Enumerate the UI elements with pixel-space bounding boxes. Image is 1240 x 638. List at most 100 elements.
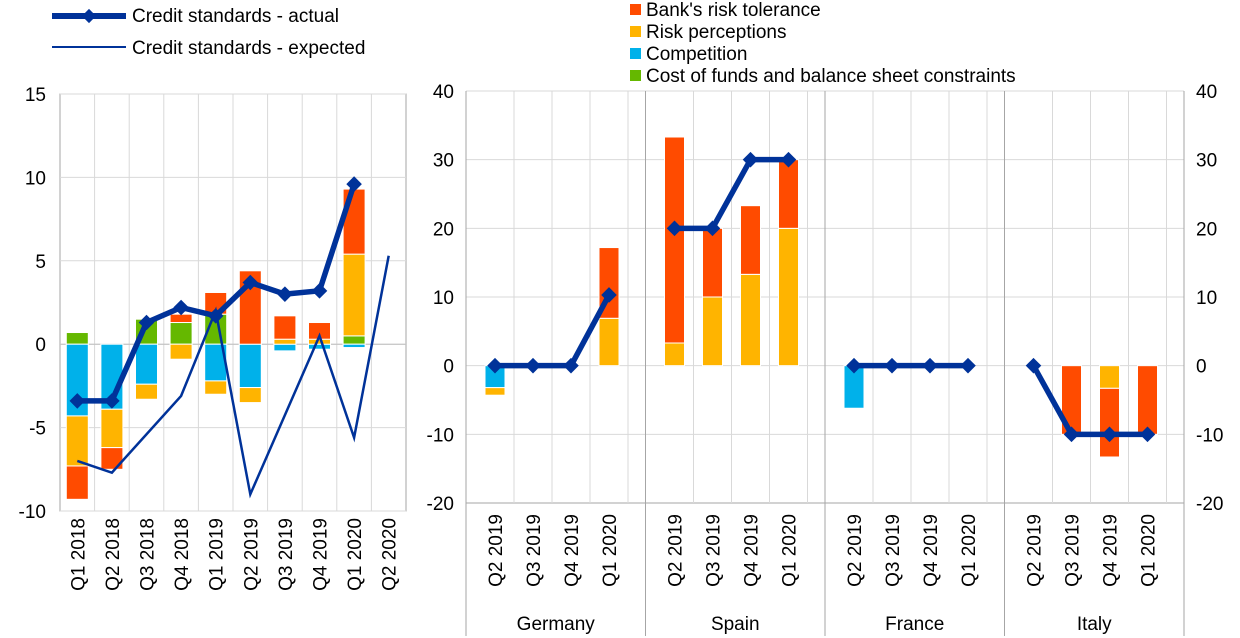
right-x-tick-label: Q3 2019 (1063, 514, 1084, 587)
legend-competition-swatch (630, 48, 641, 59)
left-x-tick-label: Q3 2018 (138, 518, 159, 591)
legend-cost-of-funds-swatch (630, 70, 641, 81)
right-chart: -20 -20 -10 -10 0 0 10 10 20 20 30 30 40 40 Q2 2019 Q3 … (427, 82, 1223, 636)
left-actual-point (346, 176, 362, 192)
left-bar-segment (342, 343, 366, 349)
right-y-tick-label-left: -20 (427, 494, 454, 515)
right-actual-point (1139, 426, 1156, 443)
left-bar-segment (65, 415, 89, 467)
right-y-tick-label-left: -10 (427, 425, 454, 446)
left-x-tick-label: Q1 2019 (207, 518, 228, 591)
right-y-tick-label-right: 10 (1196, 288, 1217, 309)
right-actual-line (674, 156, 789, 232)
right-actual-line (1031, 364, 1148, 438)
left-actual-point (311, 283, 328, 299)
right-actual-point (780, 151, 797, 168)
right-x-tick-label: Q1 2020 (959, 514, 980, 587)
legend-risk-tolerance-label: Bank's risk tolerance (646, 0, 821, 21)
left-bar-segment (273, 343, 297, 352)
left-x-tick-label: Q2 2018 (103, 518, 124, 591)
right-x-tick-label: Q4 2019 (742, 514, 763, 587)
right-bar-segment (598, 317, 620, 367)
left-bar-segment (238, 343, 262, 389)
right-x-tick-label: Q4 2019 (562, 514, 583, 587)
left-bar-segment (135, 383, 158, 400)
right-group-label: Italy (1077, 614, 1112, 635)
right-bar-segment (702, 227, 723, 298)
right-x-tick-label: Q1 2020 (1139, 514, 1160, 587)
right-bar-segment (1137, 365, 1158, 435)
right-y-tick-label-right: 0 (1196, 357, 1207, 378)
left-bar-segment (308, 338, 331, 345)
right-x-tick-label: Q3 2019 (704, 514, 725, 587)
left-bar-segment (204, 380, 228, 395)
legend-left: Credit standards - actual Credit standar… (52, 6, 365, 59)
right-group-label: France (885, 614, 944, 635)
right-y-tick-label-left: 40 (433, 82, 454, 103)
left-actual-point (277, 286, 293, 302)
left-bar-segment (100, 447, 124, 470)
right-actual-point (1101, 426, 1118, 443)
left-x-tick-label: Q4 2018 (172, 518, 193, 591)
right-y-tick-label-right: -20 (1196, 494, 1223, 515)
legend-right: Bank's risk tolerance Risk perceptions C… (630, 0, 1016, 87)
right-x-tick-label: Q4 2019 (921, 514, 942, 587)
right-bar-segment (778, 227, 799, 367)
left-actual-point (207, 308, 224, 324)
left-bar-segment (100, 408, 124, 449)
right-actual-point (1025, 357, 1042, 374)
right-x-tick-label: Q2 2019 (845, 514, 866, 587)
left-bar-segment (342, 188, 366, 255)
left-bar-segment (169, 313, 193, 324)
right-actual-point (742, 151, 759, 168)
left-expected-line (76, 255, 390, 499)
right-y-tick-label-left: 0 (443, 357, 454, 378)
left-bar-segment (65, 332, 89, 345)
right-y-tick-label-right: 30 (1196, 151, 1217, 172)
right-x-tick-label: Q2 2019 (486, 514, 507, 587)
left-actual-point (242, 274, 259, 291)
right-x-tick-label: Q4 2019 (1101, 514, 1122, 587)
left-y-tick-label: 0 (35, 335, 46, 356)
right-actual-point (922, 357, 938, 374)
right-bar-segment (664, 342, 685, 367)
right-x-tick-label: Q2 2019 (666, 514, 687, 587)
left-x-tick-label: Q4 2019 (311, 518, 332, 591)
left-y-tick-label: -5 (29, 419, 46, 440)
left-y-tick-label: -10 (19, 502, 46, 523)
left-x-tick-label: Q2 2019 (241, 518, 262, 591)
left-bar-segment (273, 338, 297, 345)
legend-actual-label: Credit standards - actual (132, 6, 339, 27)
right-x-tick-label: Q2 2019 (1025, 514, 1046, 587)
legend-risk-tolerance-swatch (630, 4, 641, 15)
right-bar-segment (1099, 387, 1120, 458)
left-actual-point (173, 299, 189, 316)
left-bar-segment (308, 343, 331, 350)
right-y-tick-label-left: 10 (433, 288, 454, 309)
left-x-tick-label: Q3 2019 (276, 518, 297, 591)
right-x-tick-label: Q3 2019 (524, 514, 545, 587)
right-bar-segment (1099, 365, 1120, 389)
right-bar-segment (778, 159, 799, 229)
left-actual-point (138, 314, 155, 331)
left-y-tick-label: 5 (35, 252, 46, 273)
left-x-tick-label: Q1 2018 (68, 518, 89, 591)
legend-actual-marker (81, 8, 97, 24)
right-actual-point (525, 357, 541, 374)
left-bar-segment (273, 315, 297, 340)
right-bar-segment (664, 136, 685, 344)
right-actual-point (666, 220, 683, 237)
left-bar-segment (65, 465, 89, 500)
right-group-label: Germany (517, 614, 596, 635)
right-actual-point (884, 357, 900, 374)
right-x-tick-label: Q1 2020 (780, 514, 801, 587)
right-actual-point (704, 220, 721, 237)
right-actual-point (1063, 426, 1080, 443)
right-bar-segment (702, 296, 723, 367)
right-y-tick-label-right: 40 (1196, 82, 1217, 103)
right-x-tick-label: Q3 2019 (883, 514, 904, 587)
legend-competition-label: Competition (646, 44, 747, 65)
left-bar-segment (342, 335, 366, 345)
right-y-tick-label-left: 20 (433, 219, 454, 240)
